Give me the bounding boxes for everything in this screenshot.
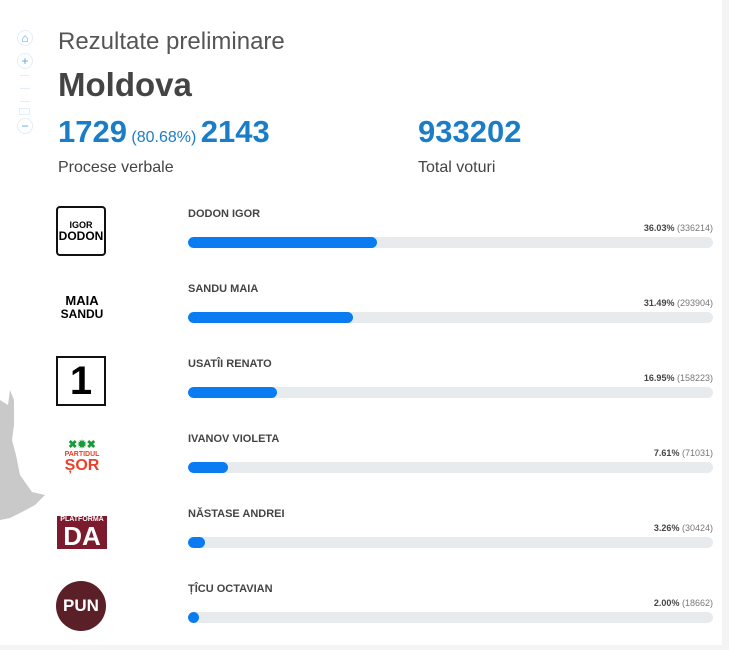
candidate-logo: 1: [56, 356, 108, 408]
candidate-name: SANDU MAIA: [188, 283, 259, 295]
candidate-votes: (71031): [681, 448, 713, 458]
progress-fill: [188, 312, 354, 323]
candidate-row: MAIA SANDU SANDU MAIA 31.49% (293904): [47, 275, 722, 350]
progress-fill: [188, 387, 277, 398]
zoom-in-button[interactable]: +: [17, 53, 33, 69]
zoom-slider-handle[interactable]: [19, 108, 30, 115]
candidate-name: DODON IGOR: [188, 208, 261, 220]
candidate-row: ✖✹✖ PARTIDUL ȘOR IVANOV VIOLETA 7.61% (710…: [47, 425, 722, 500]
home-button[interactable]: ⌂: [17, 30, 33, 46]
candidate-name: IVANOV VIOLETA: [188, 433, 280, 445]
home-icon: ⌂: [21, 31, 29, 45]
candidate-percent: 16.95%: [643, 373, 675, 383]
progress-fill: [188, 237, 378, 248]
candidate-result: 2.00% (18662): [654, 598, 713, 608]
progress-fill: [188, 537, 206, 548]
candidate-row: 1 USATÎI RENATO 16.95% (158223): [47, 350, 722, 425]
progress-track: [188, 537, 713, 548]
votes-label: Total voturi: [418, 159, 496, 176]
zoom-slider-tick[interactable]: [20, 88, 30, 89]
map-panel[interactable]: ⌂ + −: [0, 0, 47, 645]
candidate-result: 3.26% (30424): [654, 523, 713, 533]
progress-fill: [188, 612, 199, 623]
total-votes: 933202: [418, 114, 522, 149]
candidate-votes: (293904): [676, 298, 713, 308]
progress-track: [188, 462, 713, 473]
candidate-result: 36.03% (336214): [644, 223, 713, 233]
candidate-name: USATÎI RENATO: [188, 358, 272, 370]
results-panel: Rezultate preliminare Moldova 1729 (80.6…: [47, 0, 722, 645]
candidate-percent: 7.61%: [653, 448, 680, 458]
page-subtitle: Rezultate preliminare: [58, 28, 285, 55]
processed-stat: 1729 (80.68%) 2143: [58, 114, 270, 150]
candidate-result: 31.49% (293904): [644, 298, 713, 308]
map-region-shape[interactable]: [0, 380, 47, 520]
progress-track: [188, 387, 713, 398]
candidate-logo: ✖✹✖ PARTIDUL ȘOR: [64, 439, 100, 474]
candidate-logo: PLATFORMA DA: [56, 506, 108, 558]
candidate-percent: 36.03%: [643, 223, 675, 233]
candidate-logo: MAIA SANDU: [60, 292, 104, 321]
processed-count: 1729: [58, 114, 127, 149]
candidate-votes: (18662): [681, 598, 713, 608]
processed-percent: (80.68%): [131, 129, 197, 146]
candidate-name: NĂSTASE ANDREI: [188, 508, 285, 520]
zoom-slider-tick[interactable]: [20, 75, 30, 76]
candidate-percent: 2.00%: [653, 598, 680, 608]
minus-icon: −: [21, 119, 29, 133]
candidate-result: 16.95% (158223): [644, 373, 713, 383]
candidate-logo: IGOR DODON: [56, 206, 108, 258]
candidate-row: PUN ȚÎCU OCTAVIAN 2.00% (18662): [47, 575, 722, 650]
progress-track: [188, 237, 713, 248]
progress-track: [188, 612, 713, 623]
zoom-out-button[interactable]: −: [17, 118, 33, 134]
candidate-row: PLATFORMA DA NĂSTASE ANDREI 3.26% (30424): [47, 500, 722, 575]
candidate-percent: 3.26%: [653, 523, 680, 533]
candidate-result: 7.61% (71031): [654, 448, 713, 458]
candidate-votes: (158223): [676, 373, 713, 383]
candidate-name: ȚÎCU OCTAVIAN: [188, 583, 273, 595]
progress-fill: [188, 462, 228, 473]
candidate-logo: PUN: [56, 581, 108, 633]
candidate-votes: (336214): [676, 223, 713, 233]
total-pv-count: 2143: [200, 114, 270, 149]
progress-track: [188, 312, 713, 323]
page-title: Moldova: [58, 66, 192, 103]
candidate-votes: (30424): [681, 523, 713, 533]
candidate-row: IGOR DODON DODON IGOR 36.03% (336214): [47, 200, 722, 275]
pv-label: Procese verbale: [58, 159, 174, 176]
candidate-percent: 31.49%: [643, 298, 675, 308]
plus-icon: +: [21, 54, 29, 68]
zoom-slider-tick[interactable]: [20, 101, 30, 102]
